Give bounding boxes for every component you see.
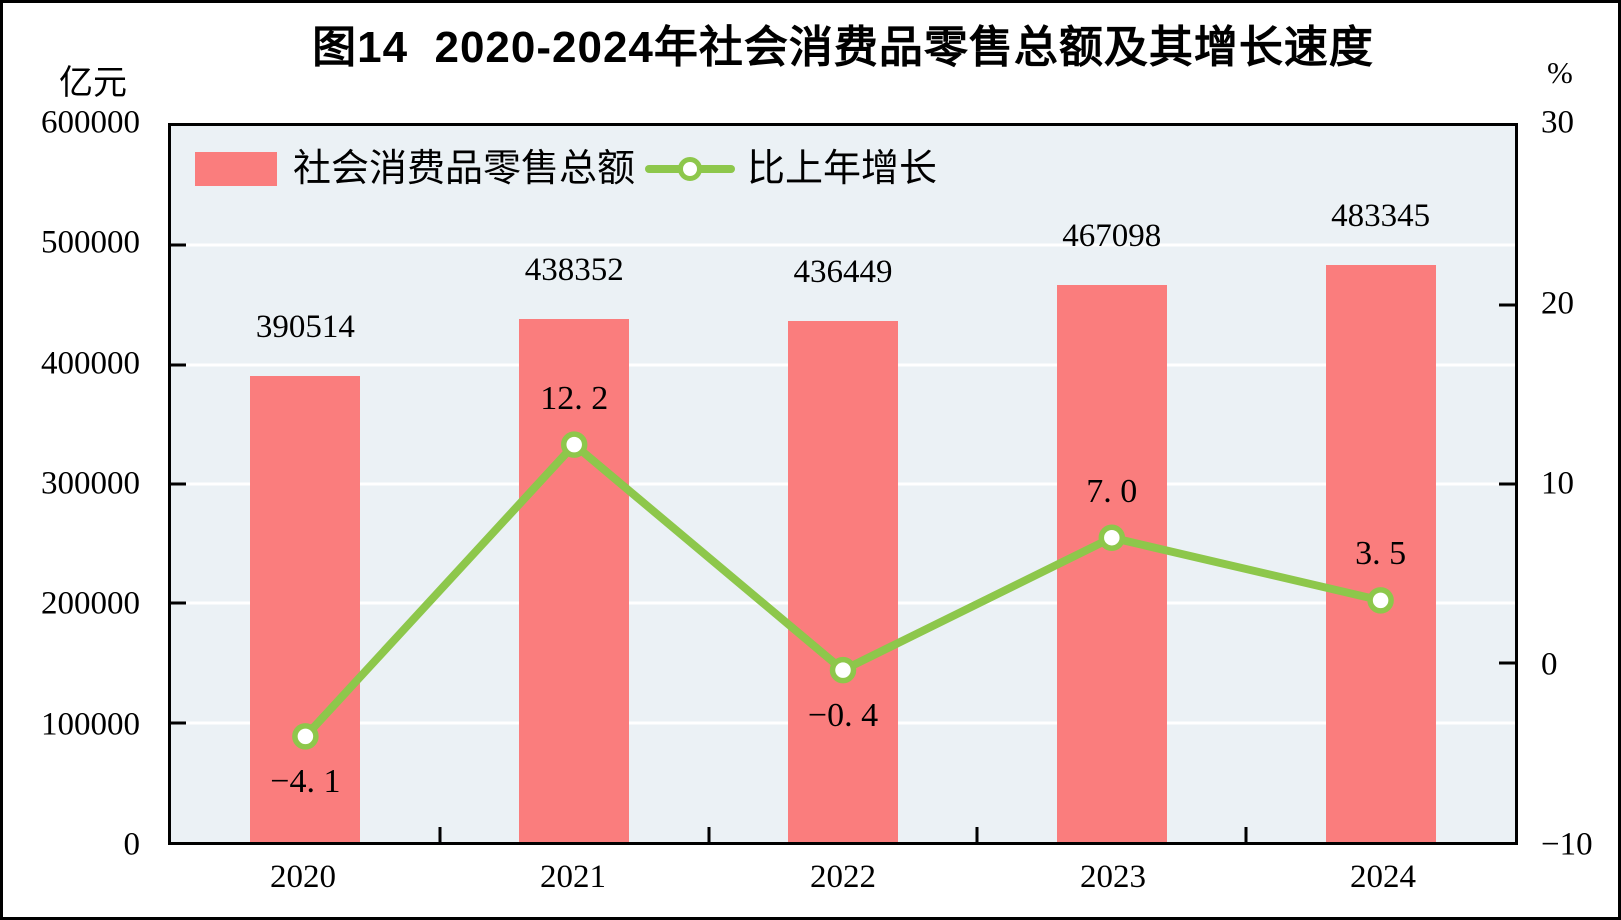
right-axis-tick-label: 20 xyxy=(1541,285,1574,321)
x-axis-category-label: 2021 xyxy=(540,859,606,895)
left-axis-tick-label: 300000 xyxy=(41,465,140,502)
line-marker-icon xyxy=(678,157,703,181)
right-axis-tick-label: 10 xyxy=(1541,465,1574,502)
bar xyxy=(250,376,361,842)
x-axis-category-label: 2024 xyxy=(1350,859,1416,895)
bar xyxy=(519,318,630,842)
growth-value-label: 7. 0 xyxy=(1086,472,1138,510)
line-series-legend-label: 比上年增长 xyxy=(747,148,938,190)
bar-value-label: 436449 xyxy=(793,254,893,291)
right-axis-tick-label: 30 xyxy=(1541,104,1574,141)
bar-series-swatch-icon xyxy=(195,152,277,186)
line-point-marker xyxy=(1098,524,1126,551)
left-axis-tick-label: 600000 xyxy=(41,104,140,141)
x-axis-tick xyxy=(1244,827,1248,842)
x-axis-category-labels: 2020 2021 2022 2023 2024 xyxy=(168,853,1518,898)
bar-value-label: 438352 xyxy=(524,251,624,288)
left-axis-tick xyxy=(171,721,186,725)
left-axis-tick-label: 400000 xyxy=(41,345,140,382)
left-axis-tick xyxy=(171,601,186,605)
x-axis-tick xyxy=(975,827,979,842)
left-axis-tick-label: 500000 xyxy=(41,224,140,261)
line-point-marker xyxy=(560,431,588,458)
x-axis-category-label: 2020 xyxy=(270,859,336,895)
bar xyxy=(1325,265,1436,842)
right-axis-tick xyxy=(1499,482,1515,486)
bar-value-label: 467098 xyxy=(1062,217,1162,254)
legend: 社会消费品零售总额 比上年增长 xyxy=(195,150,937,188)
right-axis-tick xyxy=(1499,661,1515,665)
line-point-marker xyxy=(1367,587,1394,614)
chart-title: 图14 2020-2024年社会消费品零售总额及其增长速度 xyxy=(312,23,1374,72)
line-point-marker xyxy=(292,723,319,750)
left-axis-tick xyxy=(171,243,186,247)
left-axis-tick-labels: 600000 500000 400000 300000 200000 100000 0 xyxy=(3,105,140,863)
growth-value-label: 3. 5 xyxy=(1355,535,1407,573)
x-axis-category-label: 2022 xyxy=(810,859,876,895)
right-axis-unit-label: % xyxy=(1547,55,1573,90)
right-axis-tick-label: 0 xyxy=(1541,646,1558,682)
bar xyxy=(788,321,898,842)
bar xyxy=(1056,284,1167,842)
bar-value-label: 483345 xyxy=(1331,198,1431,235)
growth-value-label: −4. 1 xyxy=(270,763,341,801)
x-axis-tick xyxy=(707,827,711,842)
gridline xyxy=(171,243,1515,247)
plot-area: 社会消费品零售总额 比上年增长 390514 438352 436449 467098… xyxy=(168,123,1518,845)
x-axis-tick xyxy=(438,827,442,842)
left-axis-unit-label: 亿元 xyxy=(59,65,127,102)
x-axis-category-label: 2023 xyxy=(1080,859,1146,895)
left-axis-tick xyxy=(171,363,186,367)
growth-line xyxy=(301,440,1385,741)
right-axis-tick xyxy=(1499,303,1515,307)
bar-value-label: 390514 xyxy=(255,309,355,345)
growth-value-label: −0. 4 xyxy=(807,697,879,735)
right-axis-tick-label: −10 xyxy=(1541,826,1593,863)
left-axis-tick xyxy=(171,482,186,486)
growth-line-chart xyxy=(292,431,1394,750)
left-axis-tick-label: 200000 xyxy=(41,585,140,622)
growth-value-label: 12. 2 xyxy=(540,379,609,417)
left-axis-tick-label: 100000 xyxy=(41,706,140,743)
left-axis-tick-label: 0 xyxy=(123,826,141,863)
bar-series-legend-label: 社会消费品零售总额 xyxy=(293,148,636,190)
line-series-swatch-icon xyxy=(645,157,736,181)
right-axis-tick-labels: 30 20 10 0 −10 xyxy=(1541,105,1618,863)
line-point-marker xyxy=(829,656,857,684)
